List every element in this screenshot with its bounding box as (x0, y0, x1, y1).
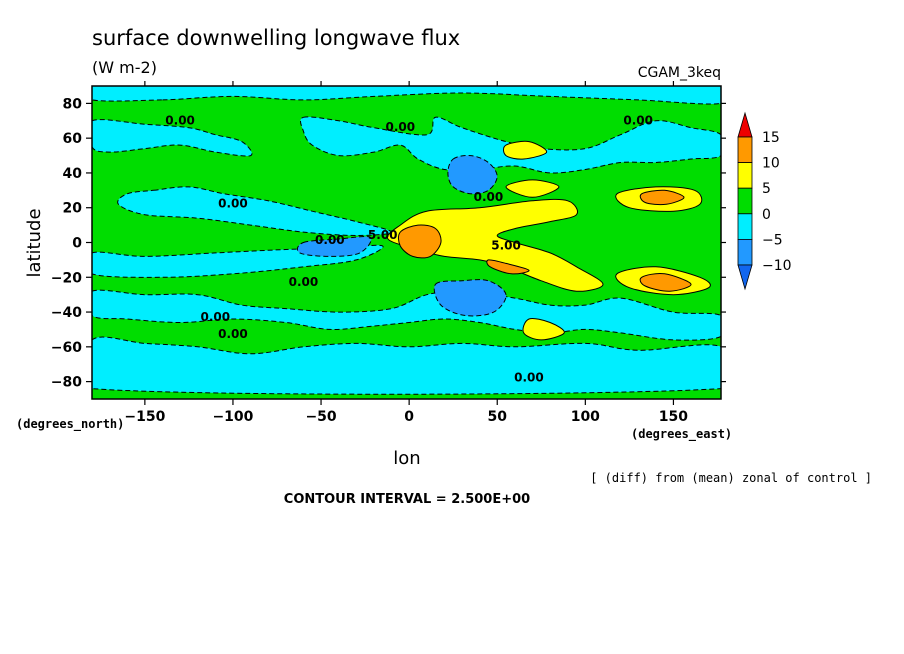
contour-label: 0.00 (315, 233, 345, 247)
chart-units: (W m-2) (92, 58, 157, 77)
x-axis-label: lon (393, 448, 420, 469)
y-tick-label: −80 (51, 375, 82, 391)
contour-label: 5.00 (368, 228, 398, 242)
contour-region-7 (433, 279, 507, 317)
plot-area: 0.00 0.00 0.00 0.00 0.00 0.00 5.00 0.00 0.00 0.00… (91, 85, 722, 400)
chart-title: surface downwelling longwave flux (92, 26, 460, 50)
colorbar-label: 5 (762, 181, 771, 197)
contour-label: 5.00 (491, 238, 521, 252)
y-units-label: (degrees_north) (16, 417, 124, 432)
colorbar-under-arrow (737, 264, 753, 291)
y-tick-label: 20 (63, 201, 83, 217)
y-axis-label: latitude (24, 208, 45, 277)
contour-region-15 (502, 140, 548, 160)
y-tick-label: 60 (63, 131, 83, 147)
x-tick-label: 100 (571, 409, 600, 425)
x-tick-label: 150 (659, 409, 688, 425)
contour-label: 0.00 (218, 327, 248, 341)
contour-label: 0.00 (289, 275, 319, 289)
contour-region-2 (447, 154, 498, 195)
y-tick-label: 40 (63, 166, 83, 182)
x-units-label: (degrees_east) (631, 427, 732, 442)
contour-label: 0.00 (623, 113, 653, 127)
x-tick-label: −50 (305, 409, 336, 425)
contour-label: 0.00 (218, 197, 248, 211)
contour-region-17 (639, 189, 685, 206)
y-tick-label: −60 (51, 340, 82, 356)
contour-region-16 (397, 224, 442, 259)
contour-region-6 (92, 289, 721, 341)
contour-region-8 (92, 336, 721, 395)
y-tick-label: 0 (72, 236, 82, 252)
colorbar-label: −10 (762, 258, 792, 274)
contour-regions (92, 86, 721, 395)
x-axis: −150 −100 −50 0 50 100 150 (124, 81, 688, 425)
contour-label: 0.00 (201, 310, 231, 324)
contour-region-0 (92, 119, 253, 157)
contour-interval: CONTOUR INTERVAL = 2.500E+00 (284, 492, 530, 507)
colorbar: 15 10 5 0 −5 −10 (737, 111, 792, 291)
y-tick-label: −40 (51, 305, 82, 321)
colorbar-over-arrow (737, 111, 753, 138)
colorbar-bin (737, 162, 753, 189)
contour-region-14 (522, 318, 565, 341)
contour-region-9 (92, 86, 721, 105)
contour-label: 0.00 (165, 113, 195, 127)
x-tick-label: −150 (124, 409, 165, 425)
contour-label: 0.00 (514, 371, 544, 385)
y-axis: 80 60 40 20 0 −20 −40 −60 −80 (51, 96, 726, 391)
colorbar-label: 0 (762, 207, 771, 223)
contour-label: 0.00 (386, 120, 416, 134)
contour-region-18 (639, 273, 692, 292)
y-tick-label: 80 (63, 96, 83, 112)
colorbar-label: 15 (762, 130, 780, 146)
contour-region-3 (117, 186, 393, 237)
contour-region-5 (296, 235, 372, 257)
colorbar-label: −5 (762, 232, 783, 248)
colorbar-label: 10 (762, 156, 780, 172)
contour-label: 0.00 (474, 190, 504, 204)
contour-region-19 (486, 259, 530, 275)
colorbar-bin (737, 187, 753, 215)
colorbar-bin (737, 213, 753, 240)
x-tick-label: 0 (404, 409, 414, 425)
colorbar-bin (737, 238, 753, 266)
colorbar-bin (737, 136, 753, 164)
x-tick-label: −100 (212, 409, 253, 425)
contour-labels: 0.00 0.00 0.00 0.00 0.00 0.00 5.00 0.00 0.00 0.00… (165, 113, 653, 384)
y-tick-label: −20 (51, 270, 82, 286)
x-tick-label: 50 (487, 409, 507, 425)
contour-region-11 (505, 179, 560, 198)
dataset-label: CGAM_3keq (638, 65, 721, 81)
difference-note: [ (diff) from (mean) zonal of control ] (590, 471, 872, 485)
